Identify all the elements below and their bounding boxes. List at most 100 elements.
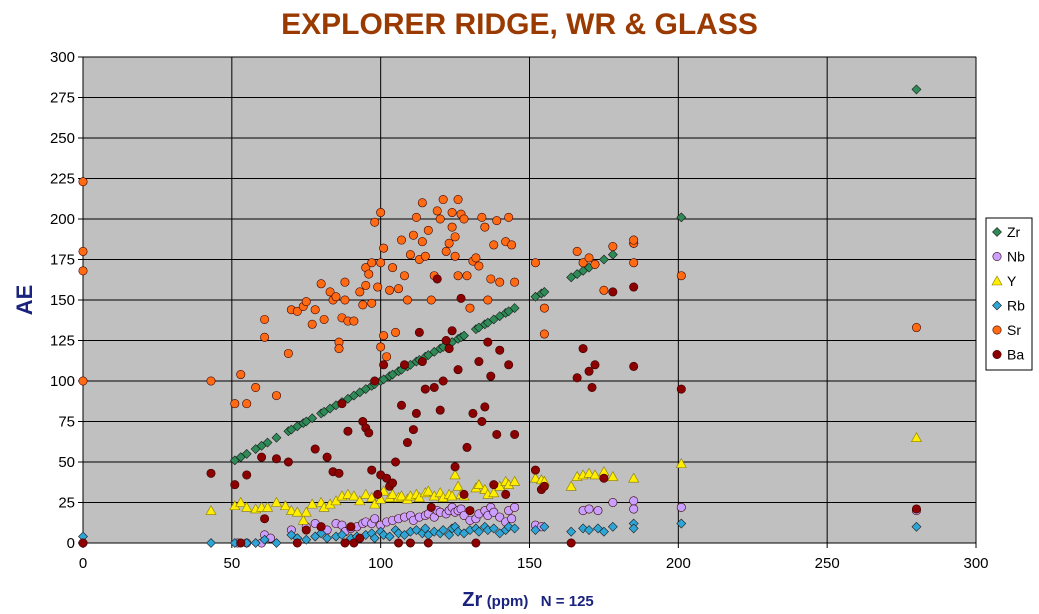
legend-label-y: Y — [1007, 273, 1017, 289]
legend-marker-sr — [992, 325, 1002, 335]
point-sr — [316, 279, 326, 289]
point-ba — [426, 502, 436, 512]
point-sr — [382, 352, 392, 362]
x-axis-note: N = 125 — [541, 593, 594, 610]
y-tick-label: 150 — [50, 292, 75, 309]
point-ba — [340, 538, 350, 548]
point-ba — [450, 462, 460, 472]
point-sr — [242, 399, 252, 409]
legend-marker-y — [991, 275, 1003, 286]
point-sr — [78, 266, 88, 276]
legend-label-nb: Nb — [1007, 249, 1025, 265]
point-y — [473, 479, 485, 489]
point-nb — [507, 514, 517, 524]
point-y — [354, 495, 366, 506]
point-sr — [391, 327, 401, 337]
point-sr — [340, 277, 350, 287]
point-rb — [628, 523, 639, 534]
point-y — [285, 504, 297, 515]
point-sr — [376, 258, 386, 268]
point-y — [306, 498, 318, 509]
point-sr — [447, 208, 457, 218]
legend: Zr Nb Y Rb Sr Ba — [985, 217, 1033, 371]
point-nb — [629, 496, 639, 506]
point-sr — [364, 269, 374, 279]
point-y — [449, 469, 461, 480]
y-tick-label: 50 — [58, 454, 75, 471]
plot-area — [82, 56, 977, 544]
point-ba — [432, 274, 442, 284]
point-sr — [379, 243, 389, 253]
legend-marker-nb — [992, 252, 1002, 262]
point-rb — [259, 534, 270, 545]
point-sr — [530, 258, 540, 268]
point-sr — [376, 342, 386, 352]
point-nb — [676, 502, 686, 512]
point-sr — [453, 271, 463, 281]
point-nb — [459, 510, 469, 520]
point-sr — [676, 271, 686, 281]
point-ba — [429, 382, 439, 392]
point-ba — [399, 360, 409, 370]
y-tick-label: 250 — [50, 130, 75, 147]
point-y — [607, 470, 619, 481]
point-sr — [462, 271, 472, 281]
point-y — [348, 490, 360, 501]
point-sr — [539, 329, 549, 339]
point-sr — [584, 253, 594, 263]
point-rb — [384, 531, 395, 542]
point-zr — [241, 448, 252, 459]
point-nb — [593, 506, 603, 516]
point-sr — [539, 303, 549, 313]
point-ba — [504, 360, 514, 370]
point-sr — [78, 376, 88, 386]
point-sr — [599, 285, 609, 295]
chart-title: EXPLORER RIDGE, WR & GLASS — [281, 8, 758, 41]
point-rb — [488, 523, 499, 534]
point-sr — [230, 399, 240, 409]
y-tick-label: 175 — [50, 252, 75, 269]
point-rb — [420, 523, 431, 534]
point-rb — [369, 533, 380, 544]
point-sr — [283, 348, 293, 358]
point-sr — [629, 258, 639, 268]
x-tick-label: 150 — [517, 555, 542, 572]
point-sr — [911, 323, 921, 333]
point-y — [488, 487, 500, 498]
point-y — [422, 485, 434, 496]
point-sr — [78, 177, 88, 187]
point-sr — [590, 259, 600, 269]
point-ba — [608, 287, 618, 297]
point-sr — [435, 214, 445, 224]
point-sr — [331, 292, 341, 302]
point-sr — [236, 370, 246, 380]
point-y — [509, 475, 521, 486]
point-sr — [260, 332, 270, 342]
point-ba — [456, 293, 466, 303]
point-ba — [423, 538, 433, 548]
point-y — [205, 504, 217, 515]
point-y — [910, 432, 922, 443]
point-rb — [438, 525, 449, 535]
point-sr — [367, 258, 377, 268]
point-ba — [405, 538, 415, 548]
point-rb — [206, 538, 216, 548]
axes: 0 25 50 75 100 125 150 175 200 225 250 275 300 0 50 100… — [50, 49, 989, 572]
point-ba — [322, 452, 332, 462]
point-rb — [337, 529, 347, 540]
y-tick-label: 0 — [67, 535, 75, 552]
point-sr — [438, 195, 448, 205]
point-y — [583, 467, 595, 478]
point-y — [297, 514, 309, 525]
point-sr — [441, 246, 451, 256]
point-y — [262, 501, 274, 512]
point-sr — [426, 295, 436, 305]
point-sr — [423, 225, 433, 235]
point-ba — [402, 438, 412, 448]
point-ba — [301, 525, 311, 535]
point-ba — [334, 468, 344, 478]
point-rb — [250, 538, 261, 548]
point-y — [387, 488, 399, 499]
point-ba — [382, 473, 392, 483]
point-sr — [411, 212, 421, 222]
